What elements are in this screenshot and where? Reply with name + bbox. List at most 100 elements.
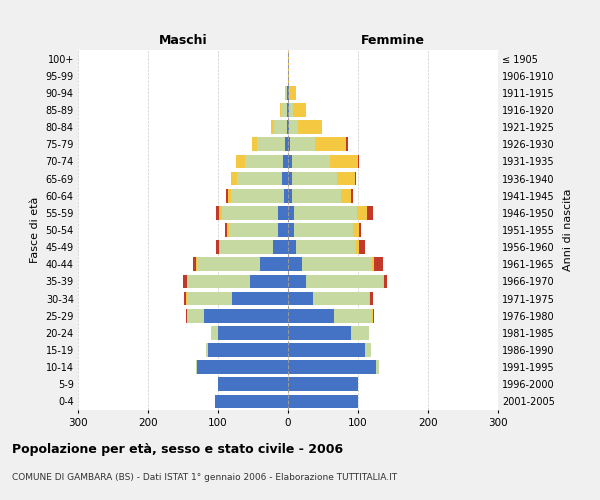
Bar <box>288 206 293 220</box>
Bar <box>272 240 288 254</box>
Bar <box>356 206 367 220</box>
Text: Popolazione per età, sesso e stato civile - 2006: Popolazione per età, sesso e stato civil… <box>12 442 343 456</box>
Bar <box>221 206 277 220</box>
Bar <box>373 309 374 322</box>
Bar <box>356 240 359 254</box>
Bar <box>288 189 292 202</box>
Bar <box>197 360 288 374</box>
Bar <box>374 258 383 271</box>
Bar <box>196 360 197 374</box>
Bar <box>211 326 218 340</box>
Text: COMUNE DI GAMBARA (BS) - Dati ISTAT 1° gennaio 2006 - Elaborazione TUTTITALIA.IT: COMUNE DI GAMBARA (BS) - Dati ISTAT 1° g… <box>12 472 397 482</box>
Bar <box>337 172 355 185</box>
Bar <box>288 274 305 288</box>
Bar <box>288 258 302 271</box>
Bar <box>288 343 365 357</box>
Bar <box>296 240 356 254</box>
Legend: Celibi/Nubili, Coniugati/e, Vedovi/e, Divorziati/e: Celibi/Nubili, Coniugati/e, Vedovi/e, Di… <box>121 0 455 1</box>
Bar <box>365 343 371 357</box>
Bar <box>285 86 287 100</box>
Bar <box>376 360 379 374</box>
Bar <box>220 206 221 220</box>
Text: Femmine: Femmine <box>361 34 425 46</box>
Bar <box>353 223 359 237</box>
Bar <box>384 274 388 288</box>
Bar <box>218 378 288 391</box>
Bar <box>293 223 353 237</box>
Bar <box>237 172 283 185</box>
Bar <box>288 86 289 100</box>
Bar <box>227 223 229 237</box>
Bar <box>289 86 290 100</box>
Bar <box>346 138 347 151</box>
Bar <box>351 189 353 202</box>
Bar <box>283 172 288 185</box>
Bar <box>251 138 257 151</box>
Bar <box>236 154 245 168</box>
Bar <box>359 223 361 237</box>
Bar <box>292 172 337 185</box>
Bar <box>271 120 274 134</box>
Bar <box>288 52 289 66</box>
Bar <box>372 258 374 271</box>
Bar <box>288 394 358 408</box>
Bar <box>208 343 288 357</box>
Bar <box>351 326 368 340</box>
Bar <box>292 189 341 202</box>
Bar <box>288 69 289 82</box>
Bar <box>334 309 372 322</box>
Bar <box>196 258 197 271</box>
Bar <box>288 240 296 254</box>
Bar <box>288 120 289 134</box>
Bar <box>232 189 284 202</box>
Bar <box>186 309 187 322</box>
Bar <box>206 343 208 357</box>
Bar <box>204 309 288 322</box>
Text: Maschi: Maschi <box>158 34 208 46</box>
Bar <box>245 154 283 168</box>
Bar <box>257 138 285 151</box>
Bar <box>287 120 288 134</box>
Bar <box>228 189 232 202</box>
Bar <box>370 292 373 306</box>
Bar <box>283 154 288 168</box>
Bar <box>284 189 288 202</box>
Bar <box>288 360 376 374</box>
Bar <box>277 206 288 220</box>
Bar <box>187 274 250 288</box>
Bar <box>290 86 296 100</box>
Y-axis label: Fasce di età: Fasce di età <box>30 197 40 263</box>
Bar <box>285 138 288 151</box>
Bar <box>355 172 356 185</box>
Bar <box>225 223 227 237</box>
Bar <box>183 274 187 288</box>
Bar <box>218 326 288 340</box>
Bar <box>226 189 228 202</box>
Bar <box>232 292 288 306</box>
Bar <box>220 240 272 254</box>
Bar <box>187 309 204 322</box>
Bar <box>250 274 288 288</box>
Bar <box>290 138 314 151</box>
Bar <box>302 258 372 271</box>
Bar <box>298 120 322 134</box>
Bar <box>288 223 293 237</box>
Bar <box>281 103 287 117</box>
Bar <box>359 240 365 254</box>
Bar <box>288 326 351 340</box>
Bar <box>368 292 370 306</box>
Bar <box>330 154 358 168</box>
Bar <box>280 103 281 117</box>
Bar <box>372 309 373 322</box>
Bar <box>184 292 186 306</box>
Bar <box>232 172 237 185</box>
Bar <box>289 120 298 134</box>
Bar <box>288 154 292 168</box>
Bar <box>260 258 288 271</box>
Bar <box>383 274 384 288</box>
Bar <box>229 223 277 237</box>
Bar <box>313 292 368 306</box>
Bar <box>288 292 313 306</box>
Bar <box>293 206 356 220</box>
Bar <box>186 292 187 306</box>
